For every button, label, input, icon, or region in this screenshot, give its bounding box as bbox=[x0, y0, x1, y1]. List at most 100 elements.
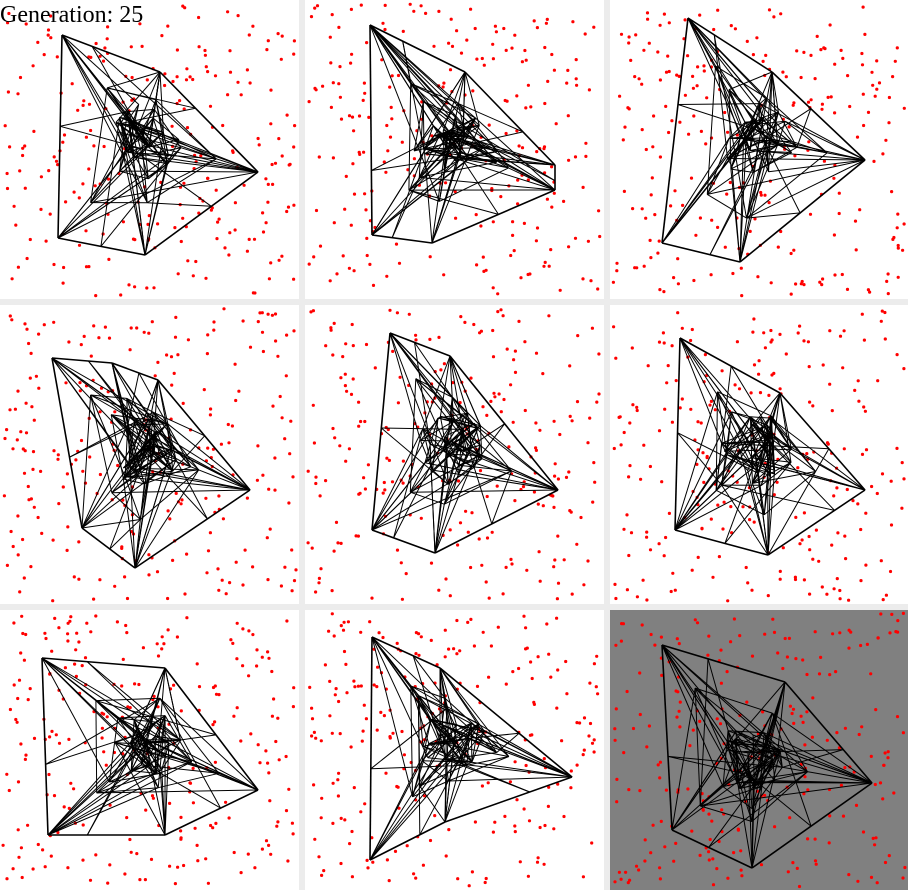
point bbox=[525, 568, 529, 572]
point bbox=[481, 255, 485, 259]
point bbox=[623, 125, 627, 129]
point bbox=[664, 104, 668, 108]
specimen-5[interactable] bbox=[305, 305, 604, 604]
point bbox=[704, 142, 708, 146]
specimen-8[interactable] bbox=[305, 610, 604, 890]
point bbox=[535, 860, 540, 864]
point bbox=[808, 592, 812, 596]
point bbox=[267, 277, 271, 281]
point bbox=[315, 4, 320, 8]
edge bbox=[128, 118, 143, 139]
point bbox=[381, 635, 385, 640]
point bbox=[657, 542, 661, 546]
point bbox=[597, 209, 601, 213]
point bbox=[493, 24, 497, 28]
point bbox=[394, 242, 399, 246]
specimen-7[interactable] bbox=[0, 610, 299, 890]
point bbox=[344, 459, 348, 463]
point bbox=[103, 46, 107, 50]
point bbox=[794, 515, 798, 519]
point bbox=[813, 77, 817, 81]
point bbox=[745, 700, 749, 704]
point bbox=[811, 404, 815, 408]
point bbox=[802, 792, 806, 796]
point bbox=[879, 612, 883, 616]
edge bbox=[153, 411, 200, 471]
edge bbox=[389, 332, 449, 485]
point bbox=[501, 314, 505, 318]
edge bbox=[369, 636, 373, 861]
point bbox=[105, 37, 109, 41]
point bbox=[382, 480, 386, 485]
point bbox=[622, 751, 626, 755]
specimen-2[interactable] bbox=[305, 0, 604, 299]
point bbox=[292, 686, 296, 690]
point bbox=[241, 627, 245, 631]
point bbox=[658, 776, 662, 780]
point bbox=[424, 11, 428, 15]
point bbox=[873, 843, 877, 847]
point bbox=[786, 870, 790, 874]
point bbox=[456, 877, 460, 881]
point bbox=[895, 446, 899, 450]
point bbox=[329, 61, 333, 65]
edge bbox=[124, 418, 150, 477]
specimen-3[interactable] bbox=[610, 0, 908, 299]
edge bbox=[166, 423, 173, 451]
point bbox=[349, 7, 353, 11]
point bbox=[191, 766, 195, 770]
edge bbox=[439, 135, 469, 138]
point bbox=[575, 721, 579, 725]
point bbox=[811, 696, 815, 700]
edge bbox=[418, 695, 448, 709]
edge bbox=[469, 732, 520, 739]
point bbox=[690, 829, 694, 833]
specimen-9[interactable] bbox=[610, 610, 908, 890]
edge bbox=[421, 719, 432, 761]
point bbox=[829, 95, 833, 99]
point bbox=[226, 10, 230, 14]
point bbox=[213, 684, 217, 688]
edge bbox=[47, 761, 192, 836]
point bbox=[19, 430, 23, 434]
point bbox=[515, 798, 519, 802]
edge bbox=[164, 789, 259, 836]
point bbox=[439, 368, 443, 372]
edge bbox=[415, 378, 559, 491]
point bbox=[798, 324, 802, 328]
specimen-1[interactable] bbox=[0, 0, 299, 299]
edge bbox=[159, 773, 166, 836]
point bbox=[883, 860, 888, 865]
specimen-5-drawing bbox=[306, 308, 601, 601]
point bbox=[412, 157, 416, 161]
edge bbox=[47, 721, 157, 836]
point bbox=[873, 94, 877, 98]
point bbox=[391, 349, 395, 353]
point bbox=[339, 541, 343, 545]
point bbox=[808, 400, 812, 404]
point bbox=[267, 487, 271, 491]
edge bbox=[61, 34, 161, 73]
specimen-4[interactable] bbox=[0, 305, 299, 604]
edge bbox=[130, 734, 139, 771]
point bbox=[8, 707, 12, 712]
point bbox=[884, 138, 888, 142]
point bbox=[261, 230, 266, 234]
point bbox=[24, 753, 28, 757]
point bbox=[893, 59, 897, 63]
point bbox=[388, 135, 393, 139]
point bbox=[57, 741, 62, 745]
point bbox=[696, 555, 700, 559]
point bbox=[49, 854, 53, 858]
point bbox=[642, 48, 646, 52]
edge bbox=[81, 527, 136, 569]
point bbox=[853, 388, 857, 392]
point bbox=[360, 739, 364, 743]
point bbox=[861, 830, 866, 834]
point bbox=[586, 559, 590, 563]
point bbox=[331, 353, 335, 357]
point bbox=[455, 618, 459, 623]
point bbox=[888, 631, 892, 635]
specimen-6[interactable] bbox=[610, 305, 908, 604]
point bbox=[82, 334, 86, 338]
